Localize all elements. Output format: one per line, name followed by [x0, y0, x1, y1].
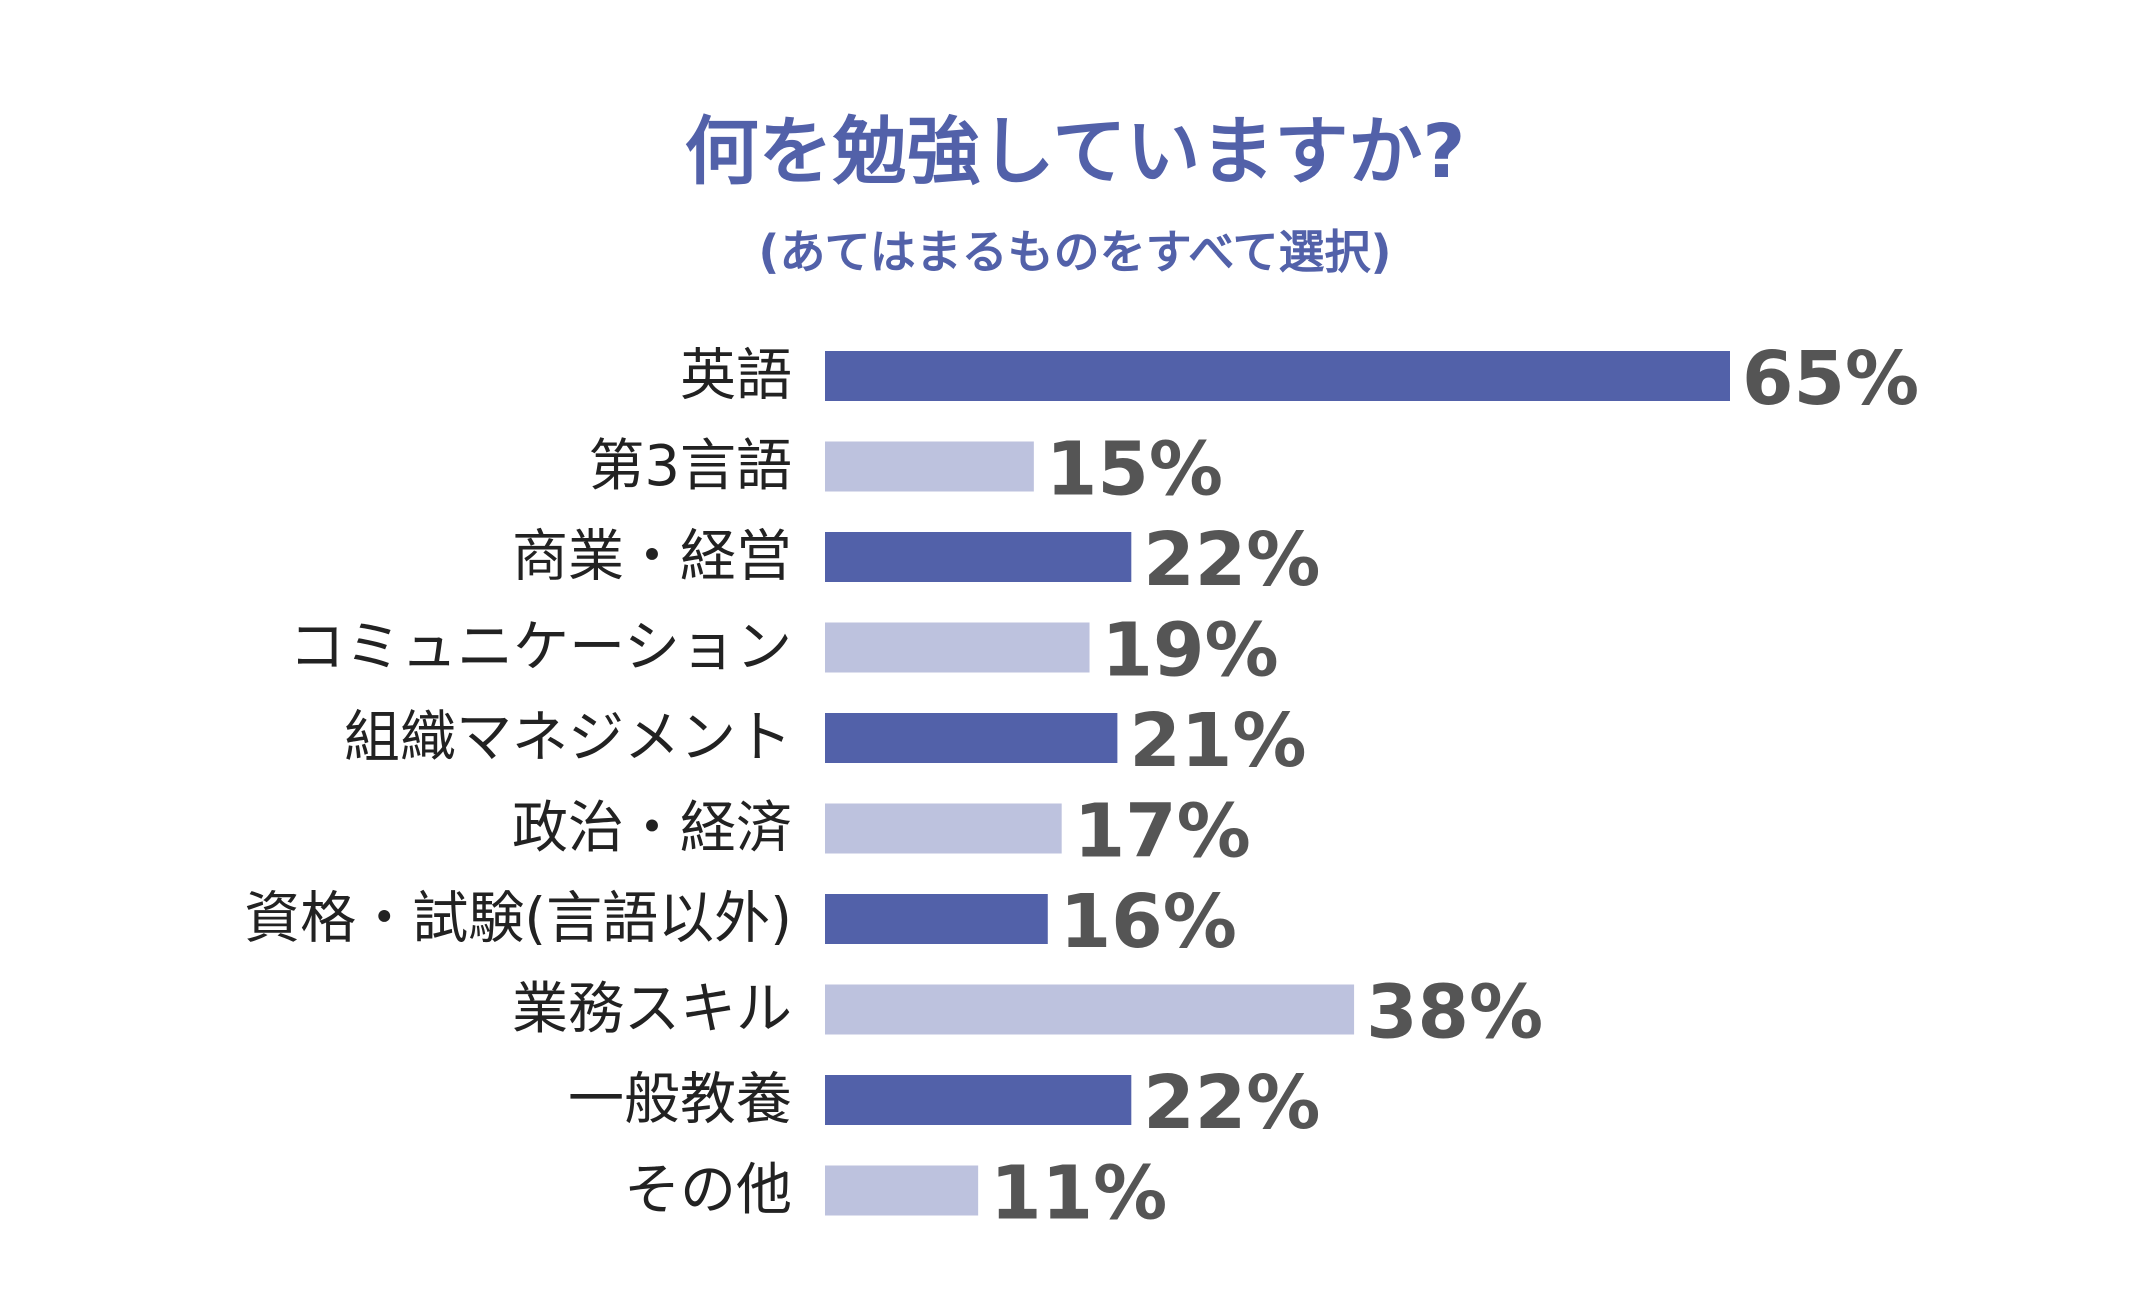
value-label: 19%: [1102, 608, 1279, 694]
chart-title: 何を勉強していますか?: [684, 109, 1466, 195]
category-label: 英語: [680, 344, 792, 409]
category-label: 第3言語: [588, 434, 792, 499]
value-label: 38%: [1366, 970, 1543, 1056]
category-label: 政治・経済: [512, 796, 792, 861]
bar: [825, 622, 1090, 673]
category-label: 資格・試験(言語以外): [244, 887, 792, 952]
value-label: 21%: [1129, 698, 1306, 784]
bar: [825, 984, 1355, 1035]
bar: [825, 441, 1034, 492]
category-label: 業務スキル: [512, 977, 792, 1042]
value-label: 65%: [1742, 336, 1919, 422]
bar: [825, 1075, 1132, 1125]
value-label: 22%: [1143, 517, 1320, 603]
bar: [825, 532, 1132, 582]
value-label: 17%: [1074, 789, 1251, 875]
value-label: 15%: [1046, 427, 1223, 513]
category-label: コミュニケーション: [289, 615, 792, 680]
chart-subtitle: (あてはまるものをすべて選択): [758, 225, 1392, 279]
bar: [825, 713, 1118, 763]
bar: [825, 894, 1048, 944]
bar: [825, 803, 1062, 854]
category-label: その他: [624, 1158, 792, 1223]
category-label: 組織マネジメント: [344, 706, 792, 771]
bar: [825, 1165, 979, 1216]
value-label: 11%: [990, 1151, 1167, 1237]
value-label: 22%: [1143, 1060, 1320, 1146]
category-label: 一般教養: [568, 1068, 792, 1133]
category-label: 商業・経営: [512, 525, 792, 590]
value-label: 16%: [1060, 879, 1237, 965]
bar: [825, 351, 1730, 401]
